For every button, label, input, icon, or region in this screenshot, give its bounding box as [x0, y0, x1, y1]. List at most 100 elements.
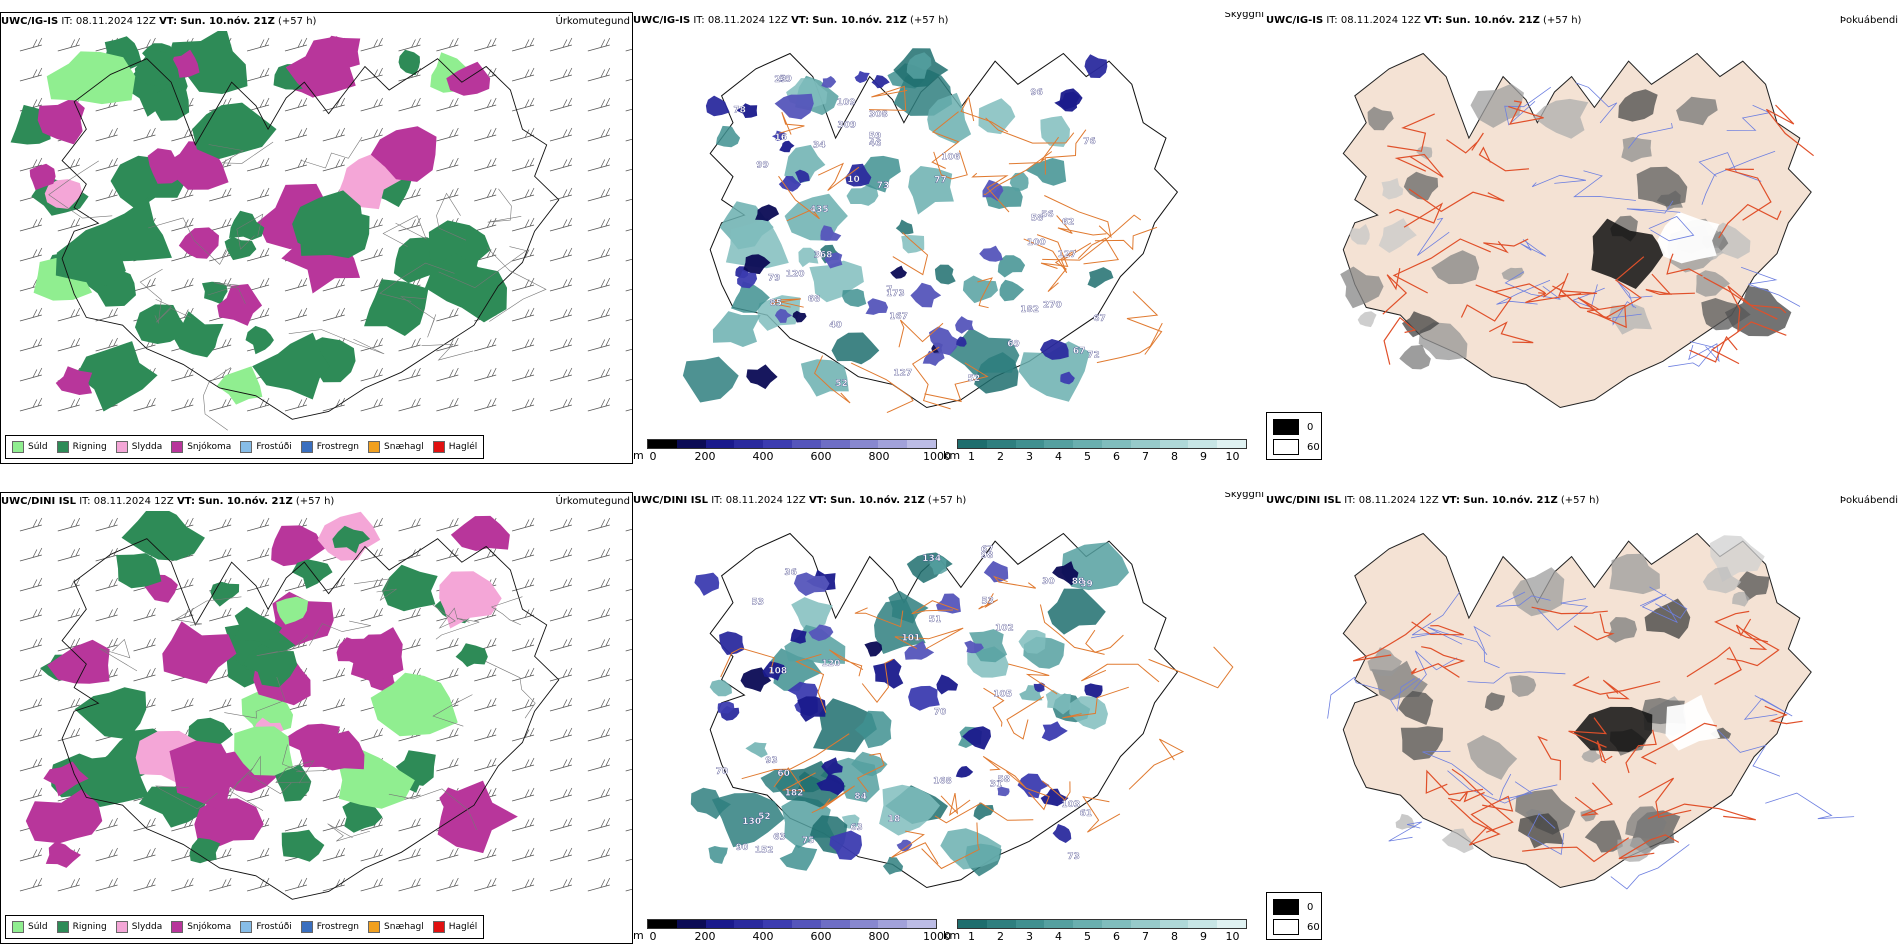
field-area [746, 364, 778, 390]
line-feature [1493, 280, 1566, 298]
wind-barb [398, 547, 421, 562]
visibility-value-label: 23 [774, 75, 787, 85]
wind-barb [284, 307, 308, 322]
line-feature [203, 367, 232, 431]
line-feature [1447, 770, 1558, 804]
field-area [708, 846, 728, 864]
field-area [173, 311, 224, 358]
colorbar-tick-label: 2 [997, 930, 1004, 943]
map-area [1266, 510, 1900, 915]
line-feature [773, 767, 816, 792]
field-area [1047, 588, 1106, 635]
line-feature [224, 676, 286, 719]
legend-item: Snjókoma [171, 921, 231, 933]
field-area [273, 764, 312, 802]
wind-barb [587, 97, 611, 112]
line-feature [1735, 618, 1768, 650]
legend-swatch [368, 921, 381, 933]
wind-barb [246, 187, 270, 202]
wind-barb [625, 48, 632, 52]
wind-barb [19, 517, 43, 532]
wind-barb [246, 397, 270, 412]
precip-type-map [19, 511, 632, 900]
visibility-value-label: 368 [814, 250, 833, 260]
line-feature [1389, 202, 1444, 228]
line-feature [861, 658, 894, 704]
colorbar-step [907, 920, 936, 928]
visibility-value-label: 134 [922, 554, 941, 564]
visibility-value-label: 70 [716, 767, 729, 777]
line-feature [1006, 771, 1050, 811]
wind-barb [587, 247, 611, 262]
legend-swatch [240, 921, 253, 933]
legend-item: Haglél [432, 921, 477, 933]
visibility-value-label: 67 [981, 545, 994, 555]
line-feature [1602, 679, 1630, 700]
field-area [813, 698, 877, 753]
line-feature [1411, 621, 1465, 636]
fog-legend-row: 60 [1273, 439, 1320, 455]
visibility-value-label: 56 [1041, 210, 1054, 220]
legend-item: Slydda [115, 441, 162, 453]
colorbar-step [763, 440, 792, 448]
field-area [210, 581, 240, 607]
field-area [134, 304, 187, 344]
visibility-panel-row1: UWC/IG-IS IT: 08.11.2024 12Z VT: Sun. 10… [633, 12, 1266, 464]
field-area [1695, 270, 1730, 297]
wind-barb [587, 547, 611, 562]
wind-barb [587, 817, 611, 832]
line-feature [940, 792, 971, 817]
fog-legend-label: 60 [1307, 441, 1320, 453]
line-feature [1478, 146, 1530, 172]
field-area [846, 184, 879, 206]
wind-barb [322, 307, 346, 322]
line-feature [1085, 629, 1124, 653]
wind-barb [549, 397, 573, 412]
fog-legend-swatch [1273, 899, 1299, 915]
colorbar-unit: km [943, 929, 961, 942]
field-area [1084, 54, 1108, 78]
field-area [1033, 682, 1045, 692]
visibility-value-label: 70 [934, 708, 947, 718]
field-area [245, 325, 274, 355]
line-feature [894, 627, 964, 650]
field-area [1041, 721, 1068, 742]
colorbar-step [986, 920, 1016, 928]
field-area [217, 284, 263, 326]
line-feature [856, 752, 885, 793]
wind-barb [398, 817, 421, 832]
fog-legend-swatch [1273, 419, 1299, 435]
line-feature [1765, 792, 1855, 820]
line-feature [487, 188, 522, 223]
line-feature [977, 277, 993, 309]
wind-barb [19, 787, 43, 802]
line-feature [1446, 132, 1484, 154]
wind-barb [549, 607, 573, 622]
line-feature [868, 85, 908, 111]
map-area: 10 167 109 59 72 62 73 78 96 7 67 59 77 16 76 79 270 56 12… [633, 30, 1266, 435]
wind-barb [587, 697, 611, 712]
line-feature [1586, 304, 1627, 329]
wind-barb [436, 187, 459, 202]
field-area [774, 308, 793, 323]
wind-barb [549, 817, 573, 832]
valid-time: Sun. 10.nóv. 21Z [198, 496, 293, 507]
field-area [736, 103, 758, 118]
legend-label: Snjókoma [187, 922, 232, 932]
line-feature [1531, 606, 1608, 615]
wind-barb [549, 307, 573, 322]
field-area [743, 254, 771, 275]
colorbar-tick-label: 9 [1200, 450, 1207, 463]
visibility-value-label: 182 [1020, 305, 1039, 315]
field-area [854, 710, 892, 749]
visibility-value-label: 72 [1087, 351, 1100, 361]
legend-item: Slydda [115, 921, 162, 933]
line-feature [400, 296, 437, 338]
wind-barb [57, 397, 81, 412]
line-feature [1382, 267, 1408, 315]
field-area [1052, 561, 1079, 586]
line-feature [288, 329, 385, 355]
legend-swatch [115, 921, 128, 933]
legend-item: Rigning [56, 921, 107, 933]
line-feature [432, 694, 473, 727]
